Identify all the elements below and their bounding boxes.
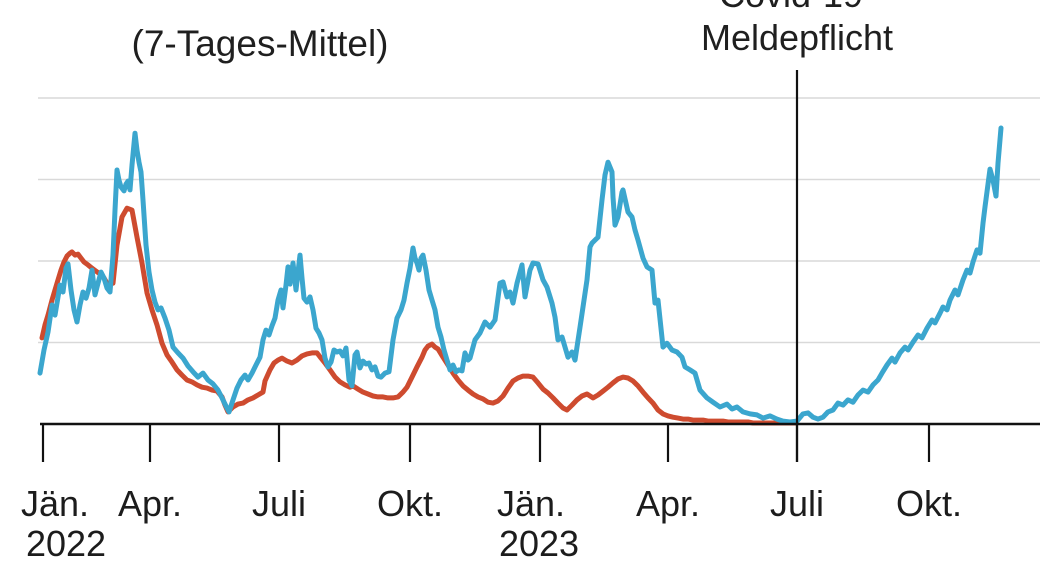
x-axis-label: Juli — [252, 483, 306, 524]
annotation-label-line2: Meldepflicht — [700, 17, 894, 58]
series-red-line — [39, 205, 799, 426]
x-axis-label: Juli — [770, 483, 824, 524]
series-blue-line — [37, 125, 1004, 425]
chart-subtitle: (7-Tages-Mittel) — [131, 23, 389, 64]
x-axis-label: Apr. — [118, 483, 182, 524]
annotation-label: Covid-19- Meldepflicht — [627, 0, 967, 59]
x-axis-label: Okt. — [377, 483, 443, 524]
x-axis-year-label: 2023 — [499, 523, 579, 564]
annotation-label-line1: Covid-19- — [627, 0, 967, 16]
x-axis-label: Jän. — [21, 483, 89, 524]
x-axis-year-label: 2022 — [26, 523, 106, 564]
x-axis-label: Apr. — [636, 483, 700, 524]
x-axis-label: Okt. — [896, 483, 962, 524]
x-axis-label: Jän. — [497, 483, 565, 524]
